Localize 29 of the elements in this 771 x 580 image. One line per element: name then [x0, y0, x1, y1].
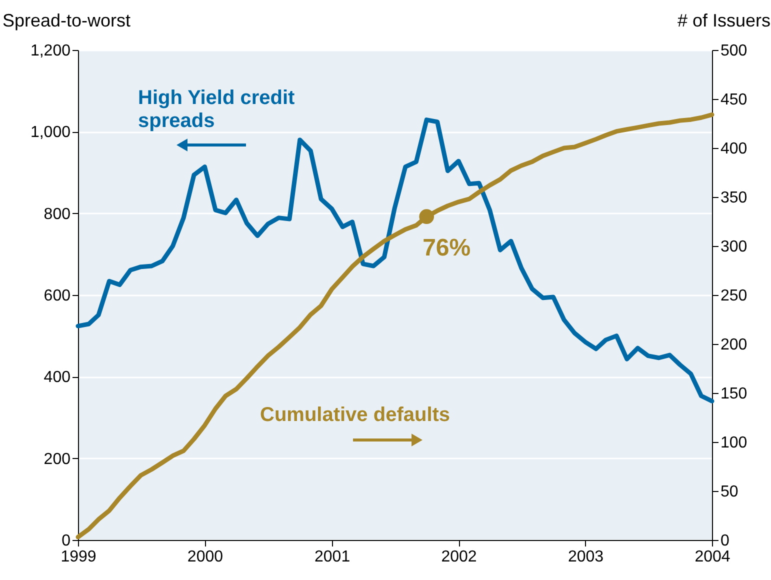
x-tick-label: 2001: [314, 548, 350, 566]
x-tick-label: 1999: [60, 548, 96, 566]
y-axis-title: Spread-to-worst: [2, 10, 131, 30]
y2-tick-label: 400: [720, 140, 748, 158]
y2-tick-label: 150: [720, 386, 748, 402]
y2-tick-label: 200: [720, 336, 748, 354]
y-tick-label: 0: [62, 532, 71, 550]
x-tick-label: 2003: [568, 548, 604, 566]
x-tick-label: 2002: [441, 548, 477, 566]
y2-tick-label: 300: [720, 238, 748, 256]
x-tick-label: 2000: [187, 548, 224, 566]
series-label: Cumulative defaults: [260, 404, 450, 426]
y-tick-label: 600: [44, 288, 71, 304]
y-tick-label: 400: [44, 369, 71, 386]
annotation: 76%: [422, 234, 471, 262]
y2-tick-label: 250: [720, 288, 748, 304]
y-tick-label: 200: [44, 450, 71, 468]
y2-tick-label: 350: [720, 190, 748, 206]
y2-tick-label: 100: [720, 434, 748, 452]
y2-tick-label: 50: [720, 484, 738, 500]
y-tick-label: 1,200: [30, 42, 71, 60]
x-tick-label: 2004: [694, 548, 730, 566]
y2-tick-label: 500: [720, 42, 748, 60]
y-tick-label: 800: [44, 206, 71, 223]
series-label: High Yield credit spreads: [138, 87, 296, 132]
y2-tick-label: 0: [720, 532, 730, 550]
y2-axis-title: # of Issuers: [677, 10, 770, 30]
y2-tick-label: 450: [720, 92, 748, 108]
y-tick-label: 1,000: [30, 124, 71, 142]
